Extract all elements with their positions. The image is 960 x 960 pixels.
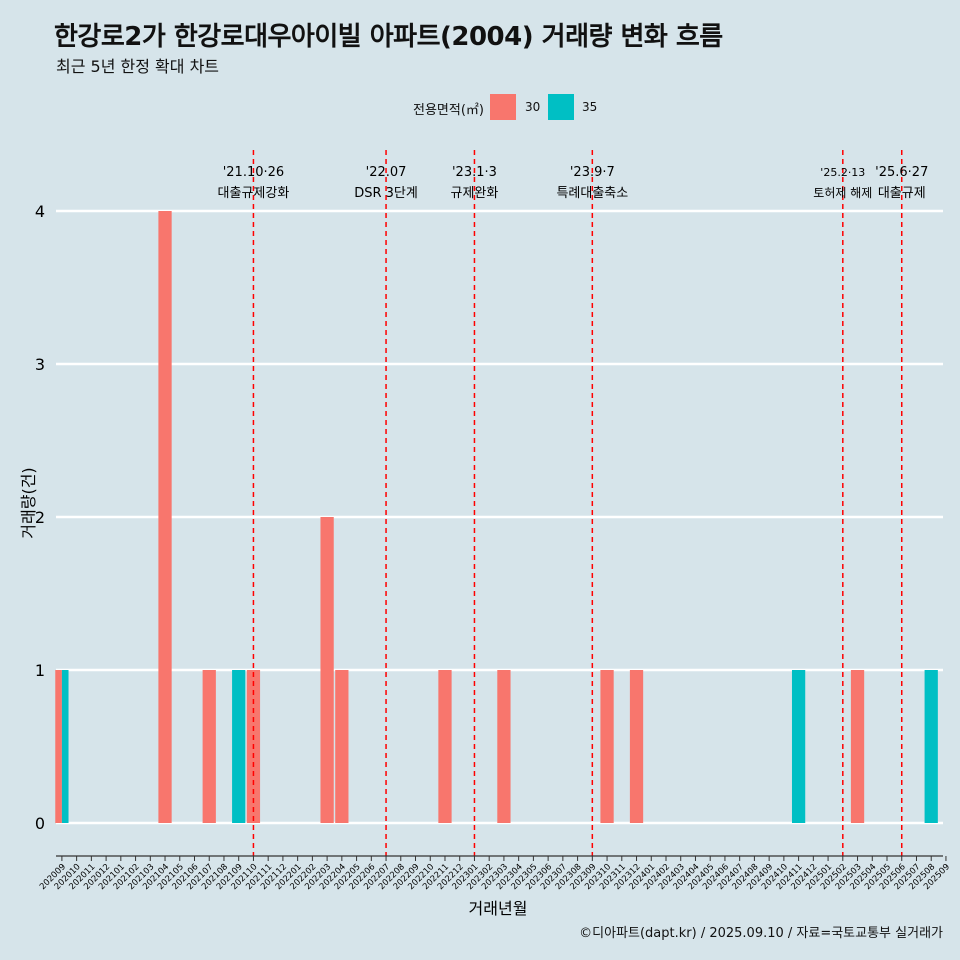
event-date: '23.1·3 bbox=[452, 165, 497, 180]
legend-swatch-35 bbox=[548, 94, 574, 120]
y-axis: 0 1 2 3 4 bbox=[35, 202, 45, 833]
x-axis-label: 거래년월 bbox=[469, 899, 528, 918]
bar-30-202203 bbox=[320, 517, 334, 823]
y-axis-label: 거래량(건) bbox=[19, 467, 38, 538]
y-tick-label: 4 bbox=[35, 202, 45, 221]
event-date: '22.07 bbox=[366, 165, 407, 180]
legend: 전용면적(㎡) 30 35 bbox=[0, 92, 960, 122]
event-date: '21.10·26 bbox=[223, 165, 284, 180]
chart-subtitle: 최근 5년 한정 확대 차트 bbox=[56, 57, 220, 76]
event-label: 대출규제강화 bbox=[218, 186, 290, 201]
bar-30-202104 bbox=[158, 211, 172, 823]
event-date: '25.6·27 bbox=[875, 165, 928, 180]
bar-30-202312 bbox=[629, 670, 644, 823]
event-date: '25.2·13 bbox=[820, 166, 865, 179]
bar-30-202107 bbox=[202, 670, 216, 823]
bar-30-202204 bbox=[335, 670, 349, 823]
bar-35-202009 bbox=[61, 670, 69, 823]
event-label: DSR 3단계 bbox=[354, 186, 418, 201]
chart-title: 한강로2가 한강로대우아이빌 아파트(2004) 거래량 변화 흐름 bbox=[54, 22, 723, 52]
x-axis: 2020092020102020112020122021012021022021… bbox=[38, 855, 952, 892]
bar-35-202109 bbox=[232, 670, 246, 823]
y-tick-label: 2 bbox=[35, 508, 45, 527]
legend-title: 전용면적(㎡) bbox=[413, 103, 484, 118]
bar-30-202009 bbox=[55, 670, 62, 823]
y-tick-label: 1 bbox=[35, 661, 45, 680]
bar-30-202310 bbox=[600, 670, 614, 823]
event-label: 특례대출축소 bbox=[556, 186, 628, 201]
bar-30-202211 bbox=[438, 670, 452, 823]
legend-swatch-30 bbox=[490, 94, 516, 120]
bar-30-202503 bbox=[850, 670, 865, 823]
event-label: 규제완화 bbox=[451, 186, 499, 201]
event-markers: '21.10·26 대출규제강화 '22.07 DSR 3단계 '23.1·3 규제완화 '… bbox=[218, 150, 928, 856]
event-date: '23.9·7 bbox=[570, 165, 615, 180]
y-tick-label: 0 bbox=[35, 814, 45, 833]
caption: ©디아파트(dapt.kr) / 2025.09.10 / 자료=국토교통부 실… bbox=[579, 926, 943, 941]
bar-35-202508 bbox=[924, 670, 938, 823]
y-tick-label: 3 bbox=[35, 355, 45, 374]
legend-label-35: 35 bbox=[582, 100, 598, 114]
bars bbox=[55, 211, 938, 823]
bar-35-202411 bbox=[791, 670, 806, 823]
bar-30-202303 bbox=[497, 670, 511, 823]
event-label: 대출규제 bbox=[878, 186, 926, 201]
event-label: 토허제 해제 bbox=[813, 186, 872, 200]
legend-label-30: 30 bbox=[525, 100, 541, 114]
